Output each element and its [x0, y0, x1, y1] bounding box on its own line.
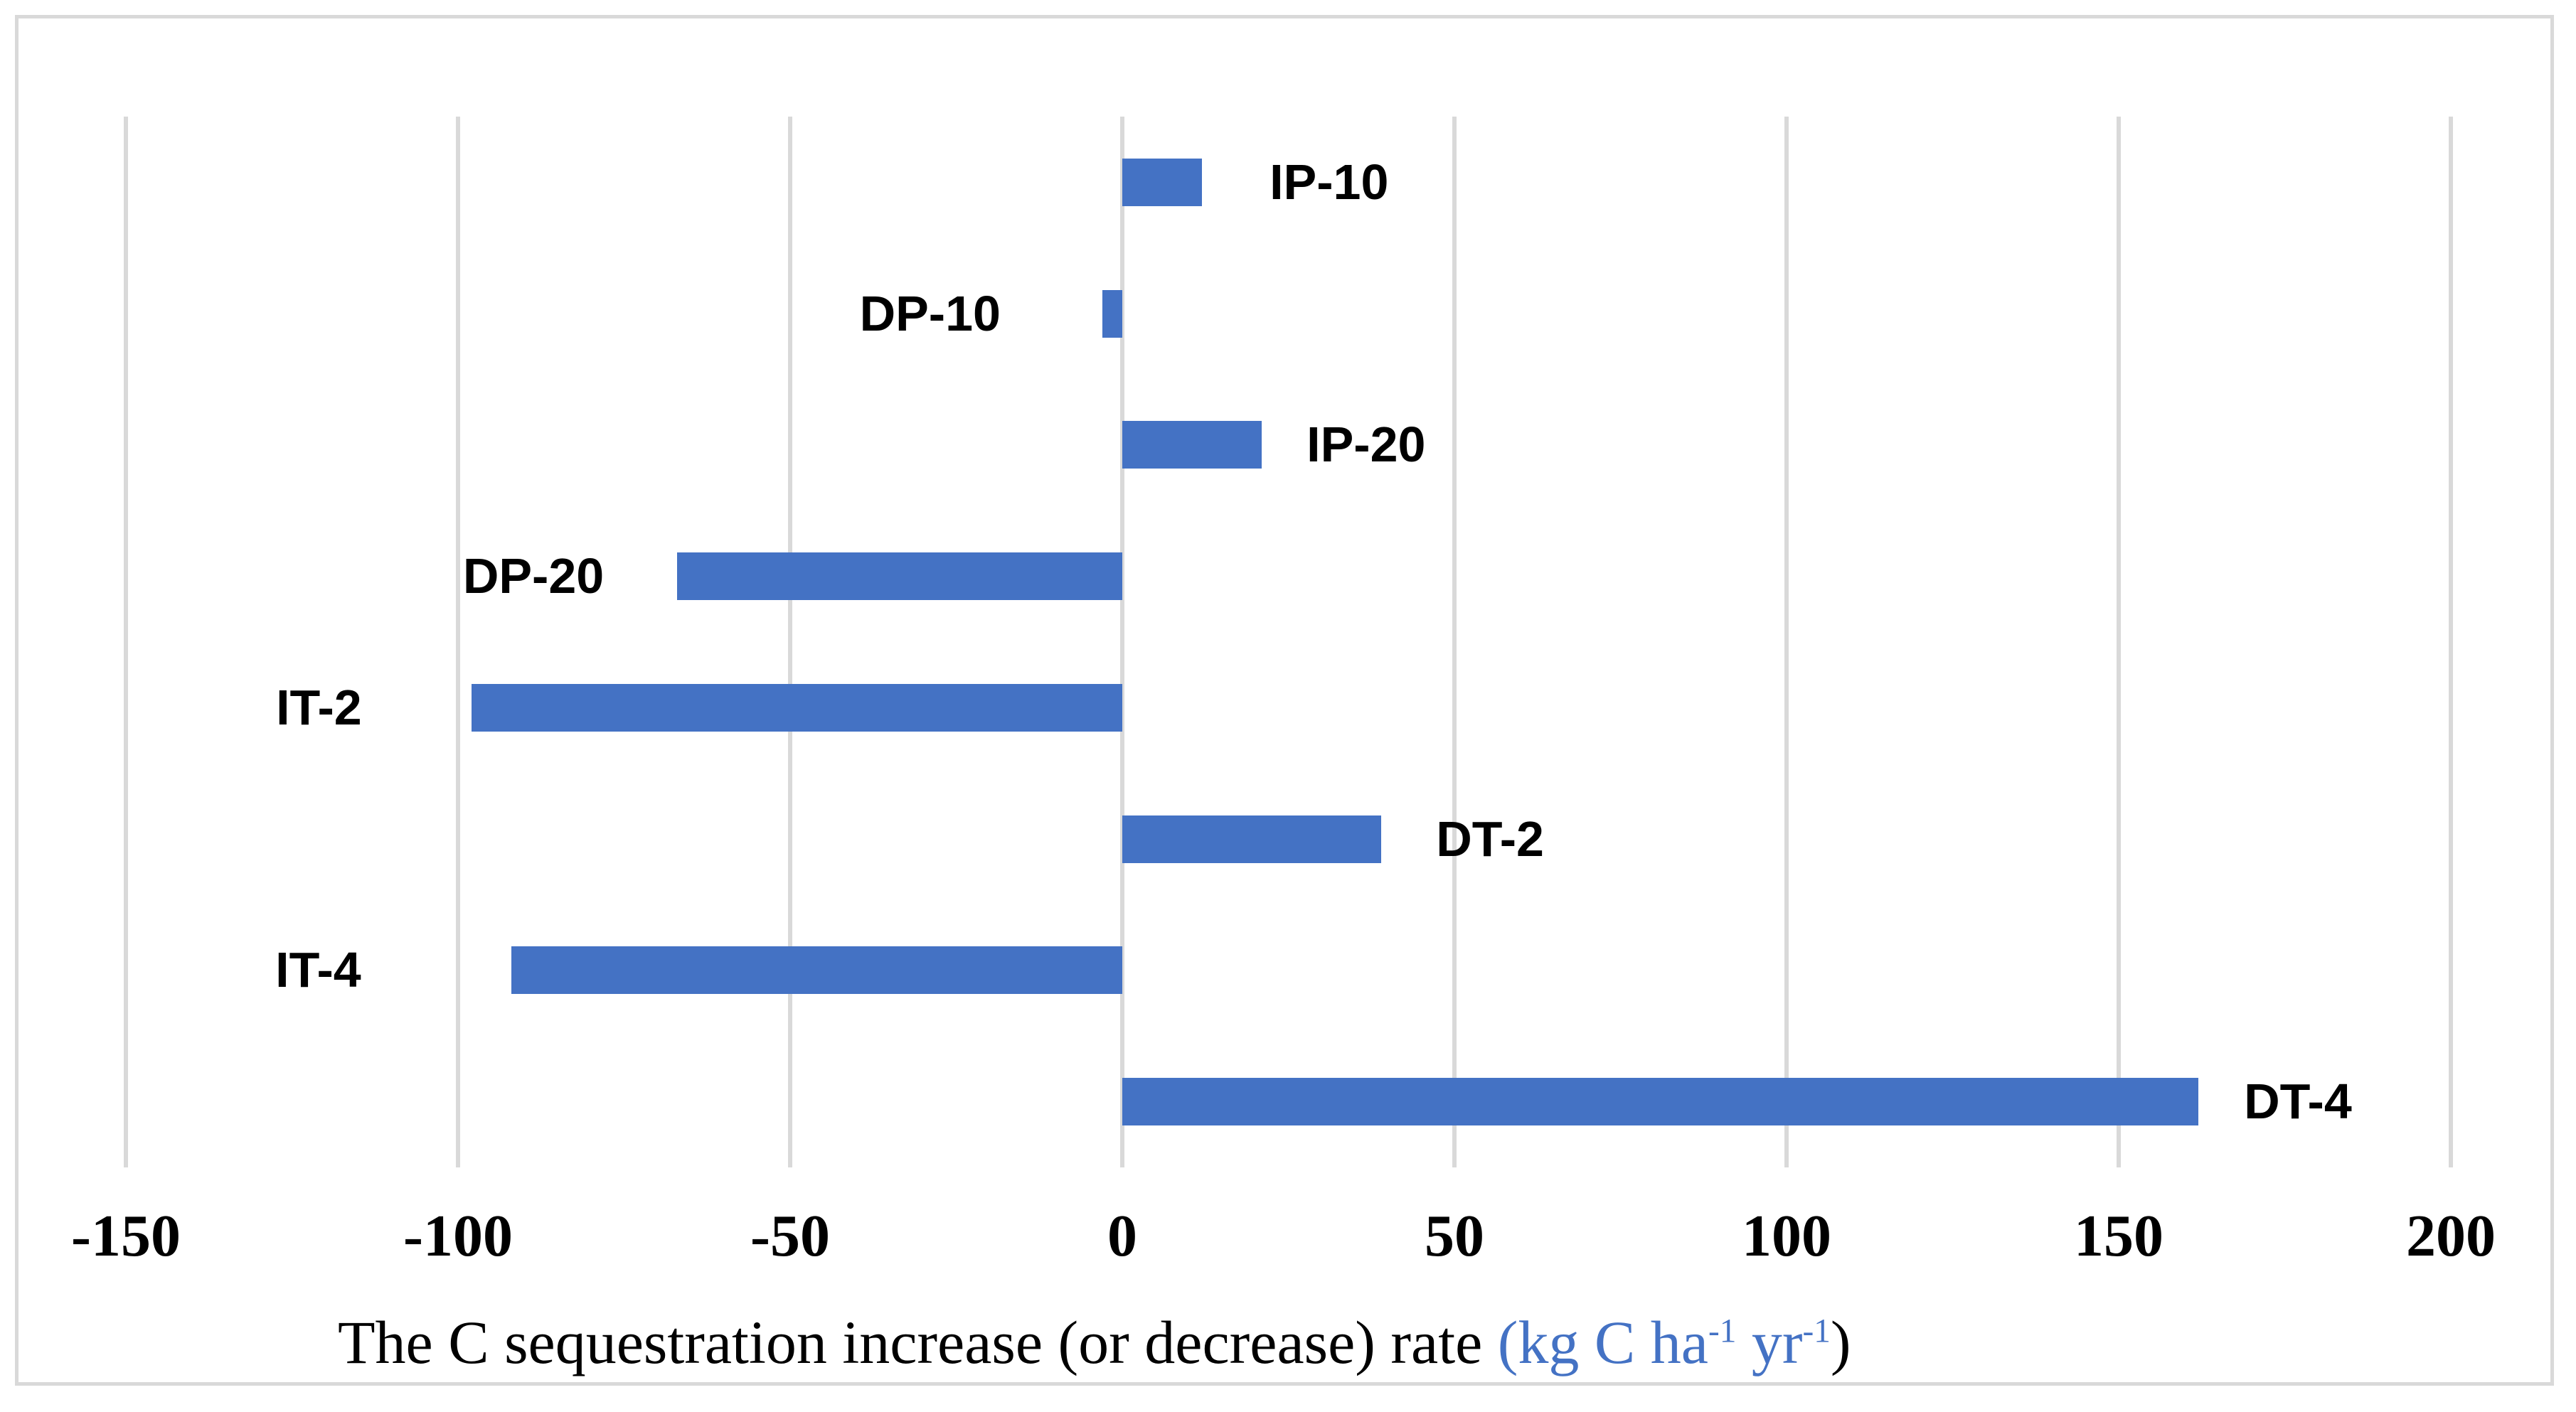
x-axis-title-units: (kg C ha-1 yr-1 — [1497, 1308, 1831, 1376]
bar-label-ip-20: IP-20 — [1306, 417, 1426, 472]
bar-dp-20 — [677, 552, 1122, 600]
bar-it-4 — [511, 946, 1122, 994]
x-axis-title: The C sequestration increase (or decreas… — [338, 1307, 1851, 1378]
gridline-50 — [1452, 117, 1457, 1167]
bar-label-it-4: IT-4 — [275, 942, 361, 998]
gridline--100 — [456, 117, 460, 1167]
chart-border — [15, 15, 2554, 1386]
bar-it-2 — [471, 684, 1122, 732]
x-axis-title-close-paren: ) — [1830, 1308, 1851, 1376]
x-tick-label-50: 50 — [1425, 1203, 1484, 1269]
bar-dt-2 — [1122, 815, 1382, 863]
bar-dt-4 — [1122, 1078, 2199, 1125]
x-tick-label-200: 200 — [2406, 1203, 2496, 1269]
x-tick-label-0: 0 — [1107, 1203, 1137, 1269]
gridline--150 — [124, 117, 128, 1167]
bar-dp-10 — [1102, 290, 1122, 338]
x-tick-label-150: 150 — [2074, 1203, 2163, 1269]
bar-label-dp-10: DP-10 — [859, 286, 1001, 341]
bar-label-dp-20: DP-20 — [462, 548, 605, 604]
x-tick-label-100: 100 — [1742, 1203, 1831, 1269]
x-axis-title-text: The C sequestration increase (or decreas… — [338, 1308, 1498, 1376]
gridline-0 — [1120, 117, 1124, 1167]
gridline-100 — [1784, 117, 1789, 1167]
x-tick-label--150: -150 — [71, 1203, 181, 1269]
bar-ip-10 — [1122, 159, 1203, 206]
gridline-200 — [2449, 117, 2453, 1167]
bar-label-dt-4: DT-4 — [2244, 1074, 2352, 1129]
bar-ip-20 — [1122, 421, 1262, 469]
x-tick-label--100: -100 — [403, 1203, 513, 1269]
bar-label-dt-2: DT-2 — [1436, 811, 1544, 867]
gridline-150 — [2117, 117, 2121, 1167]
bar-label-ip-10: IP-10 — [1270, 154, 1389, 210]
x-tick-label--50: -50 — [750, 1203, 830, 1269]
gridline--50 — [788, 117, 792, 1167]
bar-label-it-2: IT-2 — [276, 680, 362, 735]
